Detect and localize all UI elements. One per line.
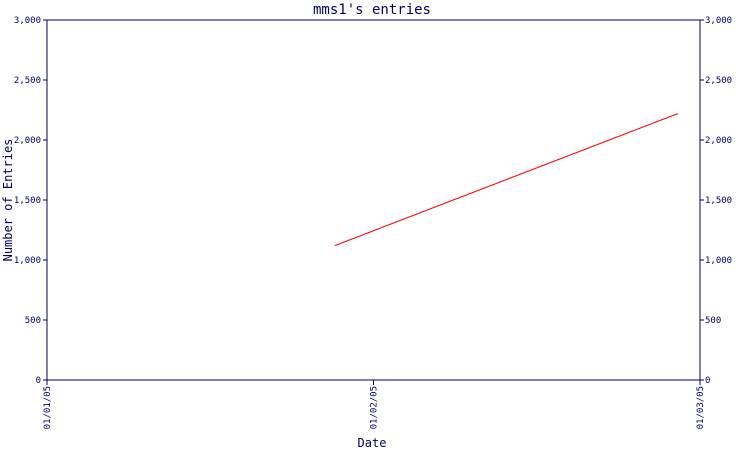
y-tick-label-right: 2,500	[705, 76, 732, 86]
y-tick-label-right: 3,000	[705, 16, 732, 26]
y-tick-label-left: 3,000	[14, 16, 41, 26]
x-axis: 01/01/05 01/02/05 01/03/05	[43, 380, 706, 429]
y-tick-label-left: 1,000	[14, 256, 41, 266]
x-tick-label: 01/02/05	[370, 386, 380, 429]
series-line	[334, 113, 679, 247]
series-group	[334, 113, 679, 247]
y-tick-label-right: 1,500	[705, 196, 732, 206]
y-tick-label-left: 0	[36, 376, 41, 386]
y-tick-label-right: 0	[705, 376, 710, 386]
y-tick-label-left: 2,500	[14, 76, 41, 86]
y-tick-label-left: 500	[25, 316, 41, 326]
x-tick-label: 01/01/05	[43, 386, 53, 429]
y-tick-label-right: 500	[705, 316, 721, 326]
plot-area	[46, 19, 701, 381]
y-axis-label: Number of Entries	[1, 139, 15, 262]
x-axis-label: Date	[358, 436, 387, 450]
y-tick-label-right: 1,000	[705, 256, 732, 266]
y-tick-label-left: 2,000	[14, 136, 41, 146]
y-axis-right: 0 500 1,000 1,500 2,000 2,500 3,000	[700, 16, 732, 386]
y-tick-label-left: 1,500	[14, 196, 41, 206]
x-tick-label: 01/03/05	[696, 386, 706, 429]
y-tick-label-right: 2,000	[705, 136, 732, 146]
chart-title: mms1's entries	[313, 2, 431, 18]
y-axis-left: 0 500 1,000 1,500 2,000 2,500 3,000	[14, 16, 47, 386]
